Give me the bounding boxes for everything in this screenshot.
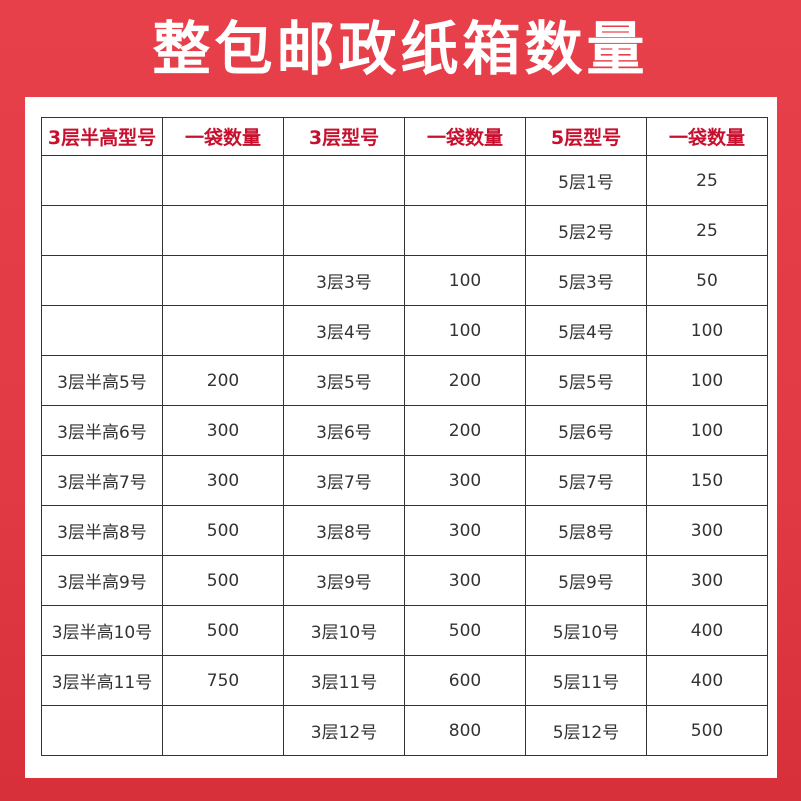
table-cell: 3层7号 (283, 455, 405, 506)
table-row: 5层1号 25 (41, 155, 768, 206)
table-cell: 3层8号 (283, 505, 405, 556)
table-cell: 500 (646, 705, 768, 756)
table-cell: 500 (162, 555, 284, 606)
column-header: 3层型号 (283, 117, 405, 156)
table-cell: 300 (404, 455, 526, 506)
table-cell (162, 255, 284, 306)
table-cell (41, 305, 163, 356)
column-header: 3层半高型号 (41, 117, 163, 156)
table-cell: 500 (162, 505, 284, 556)
table-panel: 3层半高型号 一袋数量 3层型号 一袋数量 5层型号 一袋数量 5层1号 25 5层2号 25 3… (25, 97, 777, 778)
table-cell: 200 (404, 355, 526, 406)
table-cell: 5层1号 (525, 155, 647, 206)
table-cell: 300 (646, 555, 768, 606)
table-cell: 300 (162, 455, 284, 506)
table-cell: 25 (646, 205, 768, 256)
table-cell: 500 (162, 605, 284, 656)
table-cell: 300 (646, 505, 768, 556)
table-cell: 5层10号 (525, 605, 647, 656)
table-row: 3层3号 100 5层3号 50 (41, 255, 768, 306)
table-cell: 5层7号 (525, 455, 647, 506)
table-cell: 150 (646, 455, 768, 506)
table-cell: 5层9号 (525, 555, 647, 606)
table-row: 3层半高10号 500 3层10号 500 5层10号 400 (41, 605, 768, 656)
table-cell: 3层半高10号 (41, 605, 163, 656)
table-cell: 5层12号 (525, 705, 647, 756)
table-cell: 800 (404, 705, 526, 756)
table-cell: 3层12号 (283, 705, 405, 756)
table-cell: 3层11号 (283, 655, 405, 706)
table-cell: 750 (162, 655, 284, 706)
table-cell: 5层11号 (525, 655, 647, 706)
table-cell: 100 (646, 405, 768, 456)
table-cell: 300 (404, 505, 526, 556)
table-cell: 5层6号 (525, 405, 647, 456)
table-cell (283, 205, 405, 256)
table-row: 5层2号 25 (41, 205, 768, 256)
table-cell (404, 205, 526, 256)
page-title: 整包邮政纸箱数量 (152, 15, 649, 83)
table-cell: 400 (646, 605, 768, 656)
table-cell (162, 705, 284, 756)
table-row: 3层半高7号 300 3层7号 300 5层7号 150 (41, 455, 768, 506)
table-cell: 300 (162, 405, 284, 456)
table-cell (41, 255, 163, 306)
table-cell: 500 (404, 605, 526, 656)
table-cell: 3层6号 (283, 405, 405, 456)
table-cell (41, 205, 163, 256)
table-cell: 3层4号 (283, 305, 405, 356)
table-row: 3层半高8号 500 3层8号 300 5层8号 300 (41, 505, 768, 556)
table-cell (162, 205, 284, 256)
table-cell: 5层4号 (525, 305, 647, 356)
table-cell: 400 (646, 655, 768, 706)
table-cell: 50 (646, 255, 768, 306)
table-cell: 200 (162, 355, 284, 406)
table-cell: 100 (646, 305, 768, 356)
table-cell: 25 (646, 155, 768, 206)
table-cell (404, 155, 526, 206)
table-cell: 3层半高11号 (41, 655, 163, 706)
table-cell (41, 155, 163, 206)
table-row: 3层4号 100 5层4号 100 (41, 305, 768, 356)
table-cell: 100 (404, 305, 526, 356)
table-cell: 3层半高6号 (41, 405, 163, 456)
column-header: 一袋数量 (646, 117, 768, 156)
table-cell: 3层半高7号 (41, 455, 163, 506)
table-cell: 5层8号 (525, 505, 647, 556)
table-cell: 3层半高8号 (41, 505, 163, 556)
table-cell: 5层5号 (525, 355, 647, 406)
table-cell: 100 (646, 355, 768, 406)
table-cell: 5层3号 (525, 255, 647, 306)
table-cell: 600 (404, 655, 526, 706)
column-header: 一袋数量 (162, 117, 284, 156)
table-cell: 3层3号 (283, 255, 405, 306)
table-row: 3层半高6号 300 3层6号 200 5层6号 100 (41, 405, 768, 456)
table-cell: 3层半高5号 (41, 355, 163, 406)
table-row: 3层半高11号 750 3层11号 600 5层11号 400 (41, 655, 768, 706)
table-cell (162, 155, 284, 206)
table-cell (162, 305, 284, 356)
column-header: 一袋数量 (404, 117, 526, 156)
table-cell: 3层10号 (283, 605, 405, 656)
table-cell: 100 (404, 255, 526, 306)
table-row: 3层半高9号 500 3层9号 300 5层9号 300 (41, 555, 768, 606)
table-row: 3层12号 800 5层12号 500 (41, 705, 768, 756)
table-cell: 3层5号 (283, 355, 405, 406)
column-header: 5层型号 (525, 117, 647, 156)
table-row: 3层半高5号 200 3层5号 200 5层5号 100 (41, 355, 768, 406)
table-cell (283, 155, 405, 206)
table-cell (41, 705, 163, 756)
quantity-table: 3层半高型号 一袋数量 3层型号 一袋数量 5层型号 一袋数量 5层1号 25 5层2号 25 3… (41, 117, 768, 756)
header-row: 3层半高型号 一袋数量 3层型号 一袋数量 5层型号 一袋数量 (41, 117, 768, 156)
table-cell: 3层半高9号 (41, 555, 163, 606)
table-cell: 5层2号 (525, 205, 647, 256)
table-cell: 300 (404, 555, 526, 606)
table-cell: 3层9号 (283, 555, 405, 606)
table-cell: 200 (404, 405, 526, 456)
